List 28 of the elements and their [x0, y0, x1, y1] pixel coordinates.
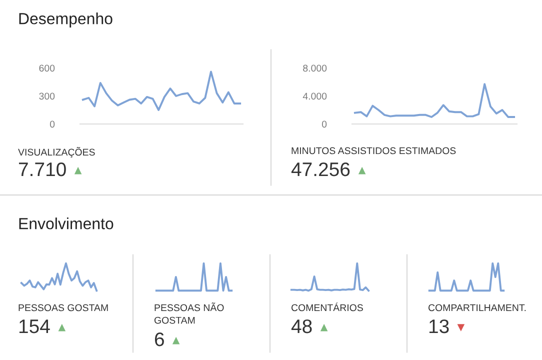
y-tick-label: 8.000: [303, 64, 327, 72]
x-axis-title: MINUTOS ASSISTIDOS ESTIMADOS: [292, 147, 456, 154]
y-tick-label: 300: [39, 92, 55, 100]
x-axis-title: PESSOAS GOSTAM: [18, 304, 108, 312]
text: 154: [19, 320, 50, 334]
line-series: [82, 70, 242, 111]
line-series: [354, 83, 516, 118]
text: 7.710: [18, 162, 66, 176]
y-tick-label: 600: [39, 64, 55, 72]
text: 6: [154, 332, 164, 346]
text: ▲: [358, 166, 366, 174]
y-tick-label: 4.000: [302, 92, 327, 100]
y-tick-label: 0: [50, 120, 55, 128]
x-axis-title: COMENTÁRIOS: [291, 302, 363, 312]
text: 48: [291, 319, 312, 334]
text: 13: [429, 319, 449, 334]
text: 47.256: [291, 162, 350, 176]
text: ▲: [58, 324, 66, 332]
x-axis-title: PESSOAS NÃO GOSTAM: [154, 302, 224, 324]
text: ▲: [74, 166, 82, 174]
text: ▲: [320, 324, 328, 332]
chart-title: Envolvimento: [19, 218, 114, 230]
x-axis-title: COMPARTILHAMENT.: [428, 304, 526, 312]
text: ▼: [457, 324, 465, 332]
x-axis-title: VISUALIZAÇÕES: [18, 147, 95, 158]
chart-title: Desempenho: [19, 12, 112, 28]
text: ▲: [172, 336, 180, 344]
y-tick-label: 0: [322, 120, 327, 128]
